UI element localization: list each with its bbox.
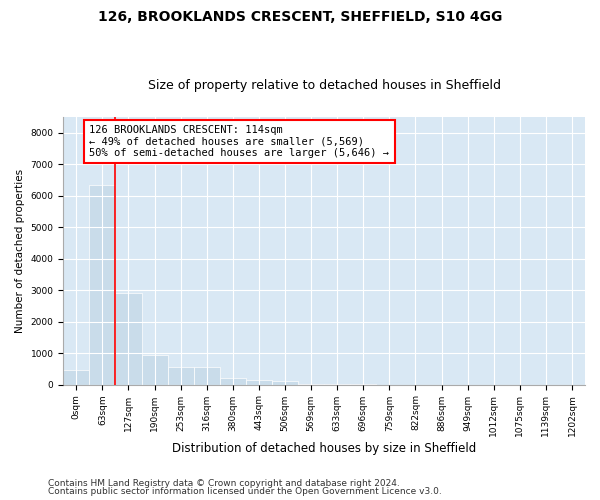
Text: 126 BROOKLANDS CRESCENT: 114sqm
← 49% of detached houses are smaller (5,569)
50%: 126 BROOKLANDS CRESCENT: 114sqm ← 49% of… bbox=[89, 125, 389, 158]
X-axis label: Distribution of detached houses by size in Sheffield: Distribution of detached houses by size … bbox=[172, 442, 476, 455]
Bar bbox=[272, 382, 298, 384]
Bar bbox=[89, 184, 115, 384]
Bar bbox=[115, 293, 142, 384]
Text: Contains public sector information licensed under the Open Government Licence v3: Contains public sector information licen… bbox=[48, 487, 442, 496]
Bar bbox=[194, 368, 220, 384]
Text: Contains HM Land Registry data © Crown copyright and database right 2024.: Contains HM Land Registry data © Crown c… bbox=[48, 478, 400, 488]
Y-axis label: Number of detached properties: Number of detached properties bbox=[15, 168, 25, 333]
Bar bbox=[63, 370, 89, 384]
Bar bbox=[220, 378, 246, 384]
Text: 126, BROOKLANDS CRESCENT, SHEFFIELD, S10 4GG: 126, BROOKLANDS CRESCENT, SHEFFIELD, S10… bbox=[98, 10, 502, 24]
Title: Size of property relative to detached houses in Sheffield: Size of property relative to detached ho… bbox=[148, 79, 500, 92]
Bar bbox=[142, 354, 167, 384]
Bar bbox=[246, 380, 272, 384]
Bar bbox=[167, 368, 194, 384]
